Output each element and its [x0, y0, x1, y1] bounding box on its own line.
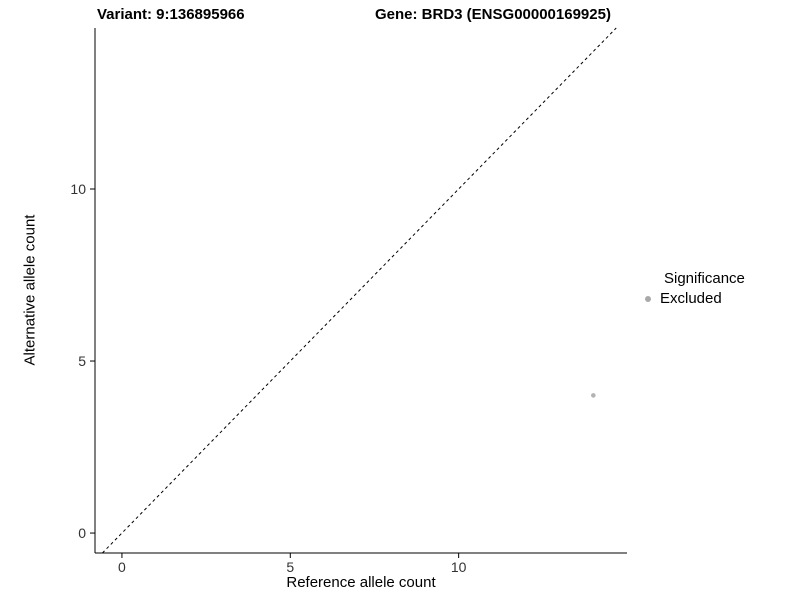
y-tick-label: 10: [70, 181, 86, 197]
x-tick-label: 10: [451, 559, 467, 575]
identity-line: [102, 27, 617, 554]
legend-entry-excluded: Excluded: [642, 290, 745, 307]
plot-title-gene: Gene: BRD3 (ENSG00000169925): [375, 6, 611, 23]
legend-point-glyph: [645, 295, 651, 302]
plot-title-variant: Variant: 9:136895966: [97, 6, 245, 23]
legend: Significance Excluded: [640, 270, 745, 307]
y-tick-label: 0: [78, 525, 86, 541]
x-tick-label: 0: [118, 559, 126, 575]
x-axis-title: Reference allele count: [286, 574, 436, 591]
x-tick-label: 5: [286, 559, 294, 575]
legend-entry-label: Excluded: [660, 290, 722, 307]
y-tick-label: 5: [78, 353, 86, 369]
legend-point-icon: [645, 295, 651, 302]
data-point: [591, 393, 596, 398]
legend-title: Significance: [664, 270, 745, 287]
y-axis-title: Alternative allele count: [21, 214, 39, 366]
